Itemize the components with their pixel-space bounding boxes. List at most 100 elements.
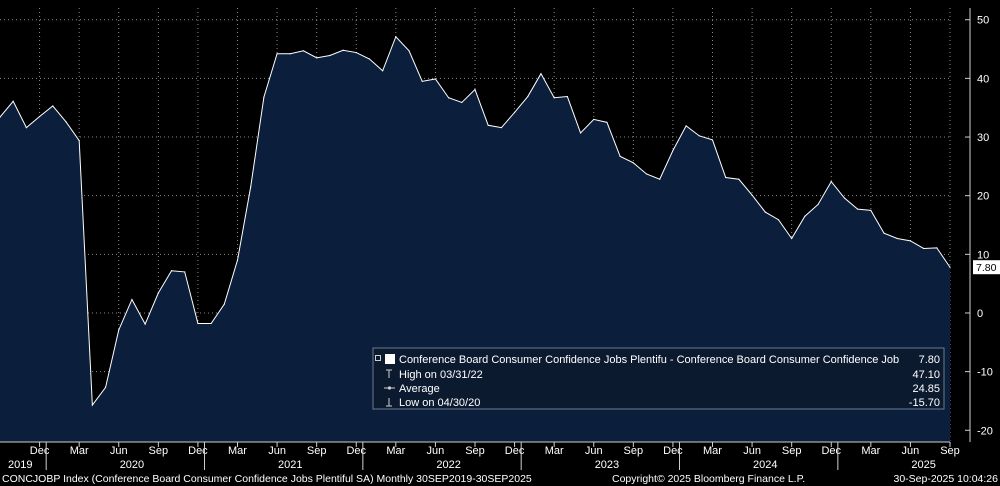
data-point — [500, 127, 502, 129]
data-point — [197, 322, 199, 325]
data-point — [698, 135, 700, 137]
x-tick-label: Mar — [386, 445, 405, 457]
data-point — [817, 203, 819, 206]
data-point — [777, 219, 780, 221]
legend-last-value: 7.80 — [919, 354, 940, 366]
x-tick-label: Dec — [188, 445, 208, 457]
x-tick-label: Mar — [545, 445, 564, 457]
x-year-label: 2023 — [595, 459, 619, 471]
x-tick-label: Sep — [149, 445, 169, 457]
data-point — [791, 237, 793, 240]
data-point — [566, 95, 568, 98]
data-point — [52, 105, 54, 107]
data-point — [408, 50, 410, 52]
legend-box — [372, 347, 945, 410]
legend-series-swatch — [385, 354, 395, 364]
data-point — [210, 322, 212, 325]
legend: Conference Board Consumer Confidence Job… — [372, 347, 945, 410]
data-point — [355, 51, 357, 54]
data-points — [0, 36, 951, 406]
x-tick-label: Jun — [268, 445, 286, 457]
legend-low-value: -15.70 — [909, 397, 940, 409]
y-tick-label: 30 — [977, 132, 989, 144]
data-point — [170, 270, 173, 272]
data-point — [949, 266, 951, 268]
data-point — [236, 259, 239, 261]
x-tick-label: Dec — [821, 445, 841, 457]
x-tick-label: Dec — [505, 445, 525, 457]
low-marker-icon — [386, 398, 392, 407]
x-tick-label: Mar — [703, 445, 722, 457]
data-point — [764, 211, 766, 213]
x-tick-label: Mar — [70, 445, 89, 457]
data-point — [513, 111, 516, 113]
average-marker-icon — [384, 386, 395, 390]
legend-high-label: High on 03/31/22 — [399, 369, 483, 381]
data-point — [659, 178, 661, 180]
footer-timestamp: 30-Sep-2025 10:04:26 — [893, 473, 998, 485]
data-point — [619, 155, 621, 157]
last-value-tag-box — [973, 260, 1000, 275]
data-point — [830, 181, 832, 183]
data-point — [857, 208, 859, 210]
x-year-label: 2021 — [278, 459, 302, 471]
data-point — [276, 53, 278, 55]
data-point — [12, 100, 14, 102]
y-tick-label: 10 — [977, 249, 989, 261]
data-point — [118, 329, 120, 331]
data-point — [289, 53, 291, 55]
data-point — [632, 162, 634, 164]
data-point — [342, 49, 344, 51]
data-point — [593, 118, 595, 121]
data-point — [738, 178, 740, 180]
data-point — [131, 298, 133, 301]
data-point — [434, 78, 437, 80]
x-tick-label: Jun — [743, 445, 761, 457]
x-tick-label: Jun — [902, 445, 920, 457]
data-point — [25, 127, 27, 129]
data-point — [395, 36, 397, 38]
data-point — [104, 386, 107, 389]
data-point — [751, 194, 753, 196]
legend-collapse-icon[interactable] — [375, 355, 381, 361]
data-point — [421, 80, 423, 82]
data-point — [316, 57, 318, 59]
data-point — [936, 247, 938, 249]
data-point — [448, 97, 450, 99]
data-point — [540, 73, 542, 75]
x-tick-label: Sep — [624, 445, 644, 457]
x-tick-label: Sep — [940, 445, 960, 457]
x-tick-label: Mar — [861, 445, 880, 457]
data-point — [302, 50, 305, 52]
data-point — [78, 139, 80, 142]
x-tick-label: Jun — [110, 445, 128, 457]
legend-low-label: Low on 04/30/20 — [399, 397, 480, 409]
data-point — [606, 121, 608, 123]
x-tick-label: Sep — [307, 445, 327, 457]
legend-series-title: Conference Board Consumer Confidence Job… — [399, 354, 899, 366]
data-point — [382, 70, 384, 72]
data-point — [263, 96, 265, 98]
data-point — [527, 95, 529, 98]
data-point — [725, 176, 727, 179]
data-point — [923, 247, 925, 250]
data-point — [65, 121, 67, 123]
y-tick-label: 40 — [977, 73, 989, 85]
x-tick-label: Jun — [427, 445, 445, 457]
data-point — [843, 197, 846, 199]
data-point — [144, 323, 146, 325]
x-year-label: 2020 — [120, 459, 144, 471]
y-tick-label: 0 — [977, 308, 983, 320]
data-point — [461, 101, 463, 104]
x-tick-label: Dec — [663, 445, 683, 457]
x-axis: Dec Mar Jun Sep Dec Mar Jun Sep Dec Mar Jun Sep Dec M… — [0, 441, 960, 471]
legend-average-label: Average — [399, 383, 440, 395]
data-point — [184, 271, 186, 273]
legend-high-value: 47.10 — [912, 369, 940, 381]
y-tick-label: 50 — [977, 15, 989, 27]
footer-series-description: CONCJOBP Index (Conference Board Consume… — [2, 473, 532, 485]
data-point — [711, 139, 714, 141]
x-tick-label: Dec — [30, 445, 50, 457]
x-year-label: 2019 — [8, 459, 32, 471]
data-point — [685, 125, 687, 127]
